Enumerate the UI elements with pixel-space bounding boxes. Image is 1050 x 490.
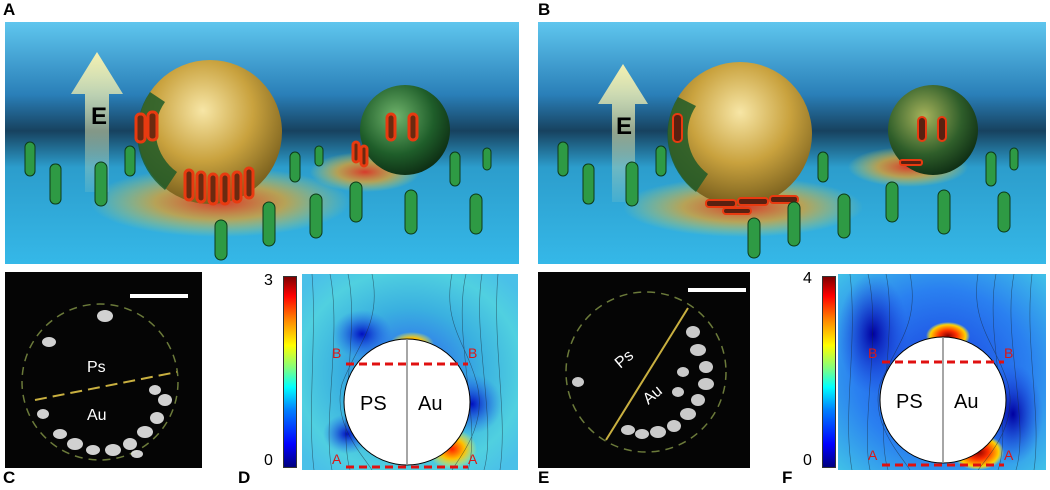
line-b-right-label: B <box>1004 345 1013 361</box>
panel-label-e: E <box>538 468 550 487</box>
panel-label-b: B <box>538 0 551 19</box>
hemisphere-boundary <box>605 307 689 441</box>
colorbar <box>822 276 836 468</box>
janus-sphere-small <box>360 85 450 175</box>
panel-label-c: C <box>3 468 16 487</box>
electric-field-arrow <box>598 64 648 202</box>
janus-sphere-large <box>668 62 812 206</box>
free-bacteria <box>557 141 1019 259</box>
free-bacteria <box>24 141 492 261</box>
line-a-right-label: A <box>1004 447 1014 463</box>
colorbar-min-label: 0 <box>803 452 812 469</box>
colorbar <box>283 276 297 468</box>
electric-field-arrow <box>71 52 123 192</box>
ps-half-label: PS <box>896 391 923 413</box>
au-half-label: Au <box>418 393 442 415</box>
colorbar-max-label: 4 <box>803 270 812 287</box>
colorbar-max-label: 3 <box>264 272 273 289</box>
scene-a: E <box>5 22 519 264</box>
hemisphere-bottom-label: Au <box>87 407 107 424</box>
bacteria-cluster <box>572 326 714 439</box>
attached-bacteria <box>672 113 947 215</box>
micrograph-e: Ps Au <box>538 272 750 468</box>
janus-sphere-small <box>888 85 978 175</box>
field-map-f: B B A A PS Au <box>838 274 1046 470</box>
field-arrow-label: E <box>91 103 107 130</box>
particle-outline <box>21 303 179 461</box>
attached-bacteria <box>134 110 419 206</box>
panel-label-f: F <box>782 468 793 487</box>
hemisphere-bottom-label: Au <box>640 382 666 408</box>
hemisphere-top-label: Ps <box>612 347 637 372</box>
panel-label-a: A <box>3 0 16 19</box>
field-arrow-label: E <box>616 113 632 140</box>
colorbar-min-label: 0 <box>264 452 273 469</box>
field-map-d: B B A A PS Au <box>302 274 518 470</box>
micrograph-c: Ps Au <box>5 272 202 468</box>
field-lines <box>311 274 503 470</box>
field-lines <box>848 274 1037 470</box>
ps-half-label: PS <box>360 393 387 415</box>
hemisphere-top-label: Ps <box>87 359 106 376</box>
au-half-label: Au <box>954 391 978 413</box>
hemisphere-boundary <box>34 371 178 401</box>
line-b-left-label: B <box>868 345 877 361</box>
scale-bar <box>688 288 746 292</box>
particle-outline <box>565 291 727 453</box>
line-a-left-label: A <box>868 447 878 463</box>
scene-b: E <box>538 22 1046 264</box>
panel-label-d: D <box>238 468 251 487</box>
line-a-left-label: A <box>332 451 342 467</box>
line-a-right-label: A <box>468 451 478 467</box>
line-b-left-label: B <box>332 345 341 361</box>
line-b-right-label: B <box>468 345 477 361</box>
scale-bar <box>130 294 188 298</box>
bacteria-cluster <box>37 310 172 458</box>
